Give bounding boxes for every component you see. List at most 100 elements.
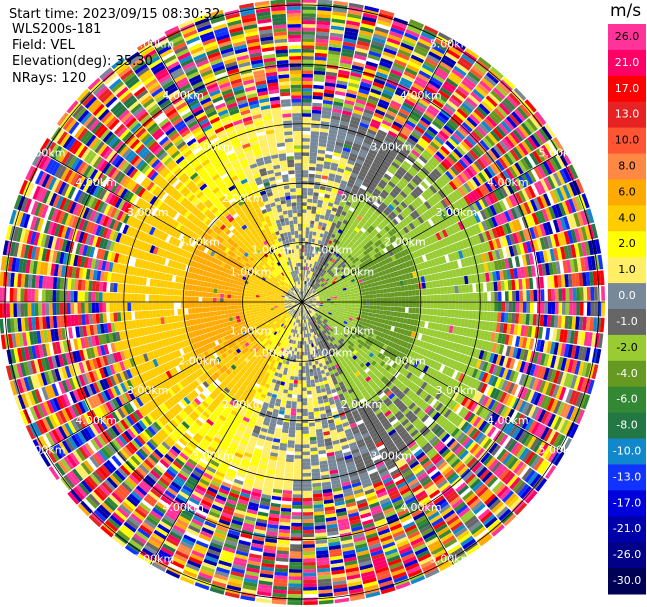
velocity-gate [354,135,364,142]
velocity-gate [307,404,314,409]
velocity-gate [392,121,403,129]
velocity-gate [333,101,344,107]
velocity-gate [423,60,437,70]
velocity-gate [351,296,356,300]
velocity-gate [309,274,313,279]
velocity-gate [437,32,453,43]
velocity-gate [310,145,318,150]
velocity-gate [302,127,311,132]
velocity-gate [337,228,343,234]
velocity-gate [323,161,332,166]
velocity-gate [302,437,310,441]
velocity-gate [380,293,384,298]
velocity-gate [322,99,333,105]
velocity-gate [361,308,366,312]
velocity-gate [392,175,401,183]
velocity-gate [370,145,379,153]
velocity-gate [330,118,340,124]
velocity-gate [317,6,332,12]
velocity-gate [361,181,370,188]
velocity-gate [432,73,445,84]
velocity-gate [396,52,410,61]
velocity-gate [409,19,425,28]
velocity-gate [313,74,325,79]
velocity-gate [346,230,352,236]
velocity-gate [302,27,316,32]
velocity-gate [514,256,521,268]
velocity-gate [397,111,409,120]
velocity-gate [401,307,406,313]
velocity-gate [377,223,384,231]
velocity-gate [337,190,344,196]
velocity-gate [302,73,313,78]
velocity-gate [526,290,531,302]
velocity-gate [387,297,392,302]
velocity-gate [373,112,384,120]
velocity-gate [329,257,334,262]
velocity-gate [318,280,323,285]
velocity-gate [390,201,398,209]
velocity-gate [312,275,315,280]
velocity-gate [450,116,462,127]
velocity-gate [346,20,361,27]
velocity-gate [394,172,403,180]
velocity-gate [331,18,346,24]
velocity-gate [347,9,363,16]
velocity-gate [411,177,420,186]
velocity-gate [306,340,309,345]
velocity-gate [402,35,417,45]
velocity-gate [358,171,367,178]
velocity-gate [302,205,307,210]
velocity-gate [408,113,420,123]
velocity-gate [416,172,425,181]
velocity-gate [428,51,442,61]
velocity-gate [302,244,305,249]
velocity-gate [387,130,398,138]
velocity-gate [446,48,461,60]
velocity-gate [364,135,374,143]
velocity-gate [505,302,509,312]
velocity-gate [361,165,370,172]
velocity-gate [446,100,459,111]
velocity-gate [365,61,379,68]
velocity-gate [468,310,473,320]
velocity-gate [381,143,391,151]
velocity-gate [405,119,416,129]
velocity-gate [347,309,352,313]
velocity-gate [407,116,418,126]
velocity-gate [365,308,370,313]
velocity-gate [342,192,350,198]
velocity-gate [325,258,329,263]
velocity-gate [327,232,333,237]
velocity-gate [347,159,356,166]
velocity-gate [397,291,402,297]
velocity-gate [428,79,441,90]
velocity-gate [490,302,495,312]
velocity-gate [331,241,336,247]
velocity-gate [302,419,309,424]
velocity-gate [385,206,393,214]
velocity-gate [302,237,306,242]
velocity-gate [351,188,359,194]
velocity-gate [355,304,359,308]
velocity-gate [315,214,321,219]
velocity-gate [346,133,356,139]
velocity-gate [341,299,345,302]
velocity-gate [360,209,367,216]
velocity-gate [305,263,308,267]
velocity-gate [377,102,389,110]
velocity-gate [362,74,374,82]
velocity-gate [326,205,333,211]
velocity-gate [302,209,307,213]
velocity-gate [414,174,423,183]
velocity-gate [397,49,412,58]
velocity-gate [311,386,316,391]
velocity-gate [326,235,331,240]
velocity-gate [303,284,305,288]
velocity-gate [302,95,312,99]
velocity-gate [311,253,315,258]
velocity-gate [390,311,395,317]
velocity-gate [316,163,324,169]
velocity-gate [318,267,322,272]
velocity-gate [303,330,306,334]
